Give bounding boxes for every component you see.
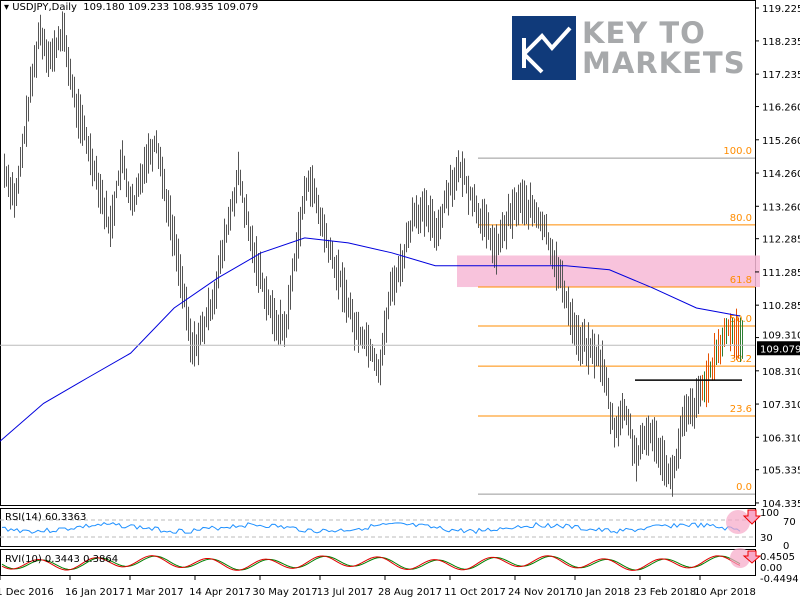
date-tick-label: 16 Jan 2017	[65, 587, 125, 598]
rvi-pane	[0, 549, 756, 576]
rvi-tick-label: 0.4505	[760, 552, 795, 563]
date-tick-label: 13 Jul 2017	[317, 587, 374, 598]
rvi-tick-label: -0.4494	[760, 574, 799, 585]
price-tick-label: 104.335	[762, 499, 800, 510]
price-tick-label: 108.310	[762, 367, 800, 378]
moving-average-line	[0, 237, 741, 442]
rsi-highlight-circle	[726, 510, 750, 534]
current-price-tag	[757, 341, 800, 356]
date-tick-label: 11 Oct 2017	[444, 587, 506, 598]
rsi-tick-label: 30	[760, 533, 773, 544]
rvi-label: RVI(10) 0.3443 0.3864	[5, 554, 118, 565]
resistance-zone	[457, 255, 760, 288]
price-tick-label: 111.285	[762, 268, 800, 279]
ohlc-values: 109.180 109.233 108.935 109.079	[83, 2, 259, 13]
price-tick-label: 107.310	[762, 400, 800, 411]
rvi-main-line	[1, 555, 741, 571]
rsi-pane	[0, 508, 756, 547]
price-tick-label: 105.335	[762, 466, 800, 477]
date-tick-label: 10 Jan 2018	[570, 587, 630, 598]
current-price-label: 109.079	[760, 344, 800, 355]
price-tick-label: 118.235	[762, 37, 800, 48]
price-tick-label: 117.235	[762, 70, 800, 81]
key-to-markets-logo: KEY TO MARKETS	[512, 16, 746, 80]
main-pane	[0, 0, 756, 506]
rsi-tick-label: 100	[760, 508, 779, 519]
date-tick-label: 30 May 2017	[252, 587, 317, 598]
date-tick-label: 1 Dec 2016	[0, 587, 54, 598]
rsi-label: RSI(14) 60.3363	[5, 512, 86, 523]
price-tick-label: 114.260	[762, 169, 800, 180]
date-tick-label: 28 Aug 2017	[378, 587, 442, 598]
date-tick-label: 1 Mar 2017	[126, 587, 183, 598]
price-tick-label: 109.310	[762, 331, 800, 342]
chart-title: ▾ USDJPY,Daily 109.180 109.233 108.935 1…	[4, 2, 259, 13]
fib-level-label: 23.6	[730, 404, 752, 415]
price-tick-label: 119.225	[762, 4, 800, 15]
fib-level-label: 100.0	[723, 146, 752, 157]
fib-level-label: 61.8	[730, 275, 752, 286]
logo-line1: KEY TO	[582, 16, 706, 50]
date-tick-label: 23 Feb 2018	[634, 587, 696, 598]
rsi-tick-label: 0	[783, 541, 789, 552]
rvi-highlight-circle	[730, 548, 750, 568]
price-tick-label: 112.285	[762, 235, 800, 246]
fib-level-label: 0.0	[736, 482, 752, 493]
date-tick-label: 10 Apr 2018	[694, 587, 756, 598]
price-tick-label: 113.260	[762, 202, 800, 213]
rsi-tick-label: 70	[783, 517, 796, 528]
price-tick-label: 106.310	[762, 433, 800, 444]
rsi-line	[1, 521, 741, 535]
price-tick-label: 116.260	[762, 103, 800, 114]
logo-mark-icon	[512, 16, 576, 80]
price-tick-label: 110.285	[762, 301, 800, 312]
date-tick-label: 14 Apr 2017	[189, 587, 251, 598]
price-tick-label: 115.260	[762, 136, 800, 147]
fib-level-label: 80.0	[730, 213, 752, 224]
rvi-tick-label: 0.00	[760, 563, 782, 574]
date-tick-label: 24 Nov 2017	[508, 587, 572, 598]
symbol-label: USDJPY,Daily	[12, 2, 77, 13]
rsi-down-arrow-icon	[742, 509, 762, 525]
logo-line2: MARKETS	[582, 46, 746, 80]
rvi-down-arrow-icon	[742, 550, 762, 564]
